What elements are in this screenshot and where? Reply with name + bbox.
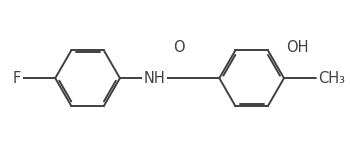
Text: O: O [173, 40, 185, 55]
Text: CH₃: CH₃ [318, 71, 345, 86]
Text: F: F [13, 71, 21, 86]
Text: OH: OH [286, 40, 308, 55]
Text: NH: NH [144, 71, 166, 86]
